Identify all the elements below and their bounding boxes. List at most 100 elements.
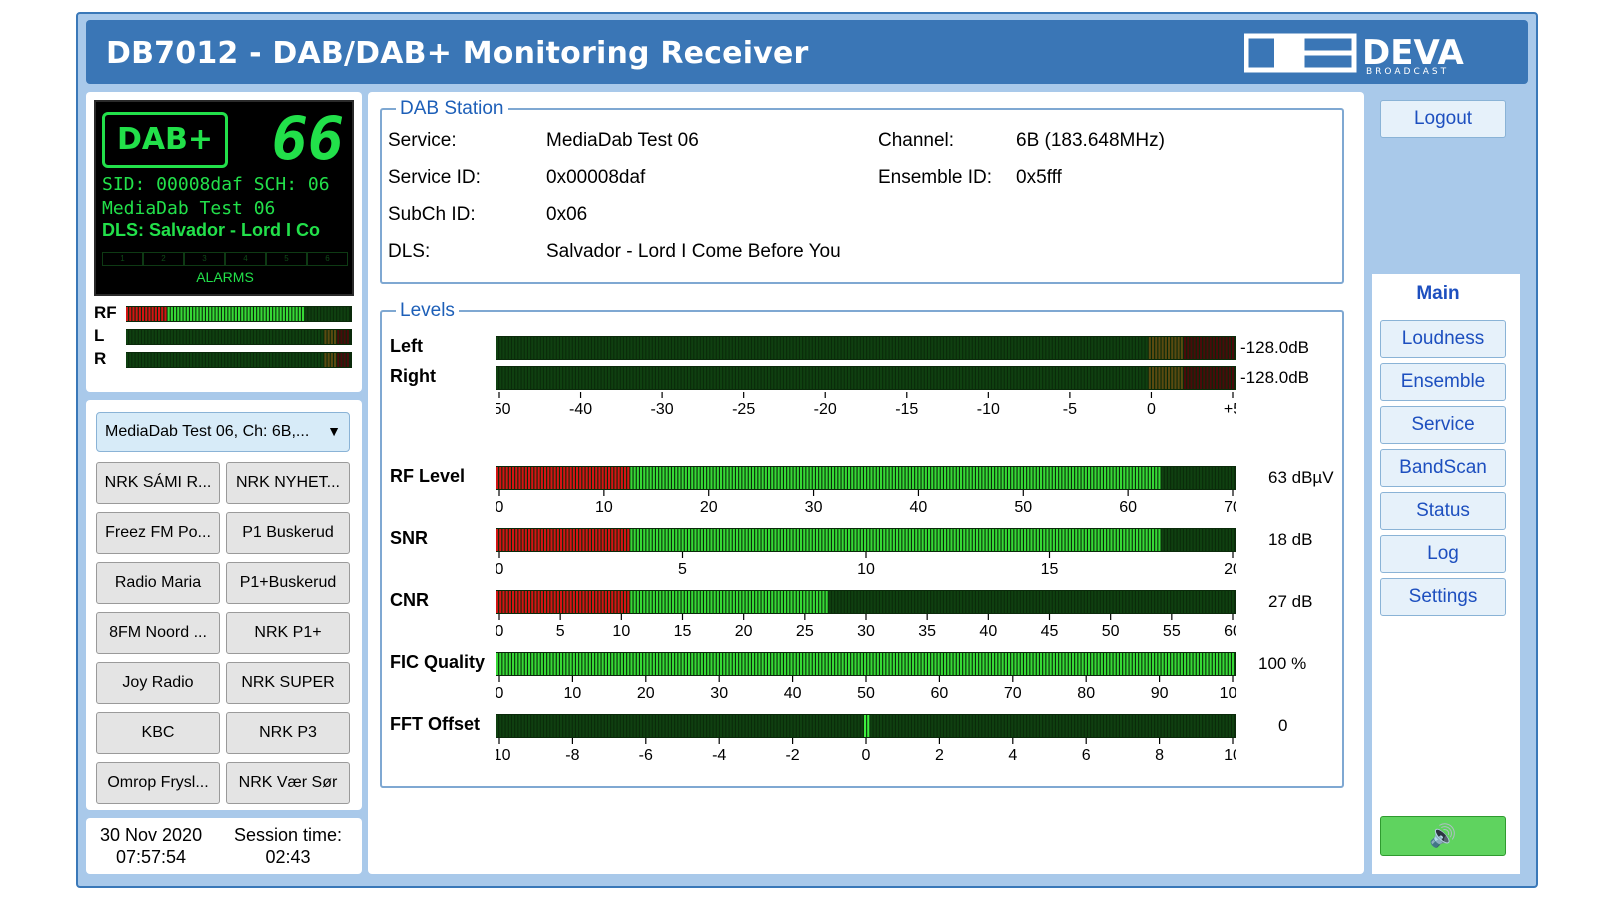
bar-segment [716, 715, 719, 737]
bar-segment [1232, 715, 1235, 737]
bar-segment [1171, 529, 1174, 551]
bar-segment [1056, 653, 1059, 675]
bar-segment [1017, 529, 1020, 551]
bar-segment [960, 467, 963, 489]
station-button[interactable]: Radio Maria [96, 562, 220, 604]
bar-segment [531, 653, 534, 675]
scale-tick-label: 60 [1224, 623, 1236, 640]
bar-segment [662, 715, 665, 737]
bar-segment [1225, 467, 1228, 489]
bar-segment [595, 653, 598, 675]
bar-segment [787, 529, 790, 551]
bar-segment [1168, 337, 1171, 359]
station-button[interactable]: NRK P1+ [226, 612, 350, 654]
bar-segment [1008, 337, 1011, 359]
bar-segment [1164, 653, 1167, 675]
bar-segment [324, 307, 327, 321]
bar-segment [729, 467, 732, 489]
station-button[interactable]: P1+Buskerud [226, 562, 350, 604]
bar-segment [1161, 653, 1164, 675]
bar-segment [250, 353, 253, 367]
bar-segment [880, 653, 883, 675]
bar-segment [298, 330, 301, 344]
bar-segment [691, 529, 694, 551]
station-button[interactable]: Freez FM Po... [96, 512, 220, 554]
bar-segment [736, 653, 739, 675]
nav-status[interactable]: Status [1380, 492, 1506, 530]
station-select[interactable]: MediaDab Test 06, Ch: 6B,... ▼ [96, 412, 350, 452]
station-button[interactable]: Omrop Frysl... [96, 762, 220, 804]
bar-segment [238, 307, 241, 321]
bar-segment [992, 467, 995, 489]
bar-segment [1004, 337, 1007, 359]
station-button[interactable]: Joy Radio [96, 662, 220, 704]
bar-segment [880, 337, 883, 359]
station-button[interactable]: NRK P3 [226, 712, 350, 754]
station-button[interactable]: KBC [96, 712, 220, 754]
bar-segment [905, 653, 908, 675]
bar-segment [1046, 467, 1049, 489]
bar-segment [1155, 367, 1158, 389]
logout-button[interactable]: Logout [1380, 100, 1506, 138]
mini-meter-row: L [94, 325, 354, 348]
bar-segment [1184, 367, 1187, 389]
bar-segment [899, 337, 902, 359]
station-button[interactable]: NRK SUPER [226, 662, 350, 704]
bar-segment [688, 591, 691, 613]
bar-segment [908, 337, 911, 359]
tab-main[interactable]: Main [1372, 274, 1504, 314]
bar-segment [713, 591, 716, 613]
mini-meter-label: R [94, 349, 107, 368]
bar-segment [1126, 529, 1129, 551]
bar-segment [940, 653, 943, 675]
nav-bandscan[interactable]: BandScan [1380, 449, 1506, 487]
station-button[interactable]: P1 Buskerud [226, 512, 350, 554]
bar-segment [1091, 653, 1094, 675]
bar-segment [576, 715, 579, 737]
nav-log[interactable]: Log [1380, 535, 1506, 573]
bar-segment [713, 337, 716, 359]
bar-segment [1004, 591, 1007, 613]
bar-segment [1065, 715, 1068, 737]
bar-segment [318, 353, 321, 367]
bar-segment [496, 529, 499, 551]
bar-segment [681, 467, 684, 489]
station-button[interactable]: NRK Vær Sør [226, 762, 350, 804]
bar-segment [1126, 467, 1129, 489]
bar-segment [1116, 529, 1119, 551]
bar-segment [656, 653, 659, 675]
bar-segment [1100, 529, 1103, 551]
bar-segment [1145, 529, 1148, 551]
bar-segment [985, 653, 988, 675]
bar-segment [170, 330, 173, 344]
bar-segment [1068, 337, 1071, 359]
nav-service[interactable]: Service [1380, 406, 1506, 444]
bar-segment [982, 653, 985, 675]
bar-segment [177, 307, 180, 321]
station-button[interactable]: NRK NYHET... [226, 462, 350, 504]
bar-segment [1084, 467, 1087, 489]
bar-segment [1110, 337, 1113, 359]
bar-segment [295, 353, 298, 367]
bar-segment [524, 653, 527, 675]
bar-segment [1126, 715, 1129, 737]
bar-segment [238, 330, 241, 344]
bar-segment [215, 353, 218, 367]
bar-segment [343, 330, 346, 344]
station-button[interactable]: NRK SÁMI R... [96, 462, 220, 504]
bar-segment [544, 467, 547, 489]
nav-ensemble[interactable]: Ensemble [1380, 363, 1506, 401]
bar-segment [1052, 337, 1055, 359]
bar-segment [579, 653, 582, 675]
bar-segment [505, 591, 508, 613]
bar-segment [812, 715, 815, 737]
nav-settings[interactable]: Settings [1380, 578, 1506, 616]
bar-segment [553, 367, 556, 389]
station-button[interactable]: 8FM Noord ... [96, 612, 220, 654]
audio-button[interactable]: 🔊 [1380, 816, 1506, 856]
bar-segment [1116, 337, 1119, 359]
bar-segment [340, 353, 343, 367]
nav-loudness[interactable]: Loudness [1380, 320, 1506, 358]
bar-segment [1120, 467, 1123, 489]
bar-segment [774, 715, 777, 737]
